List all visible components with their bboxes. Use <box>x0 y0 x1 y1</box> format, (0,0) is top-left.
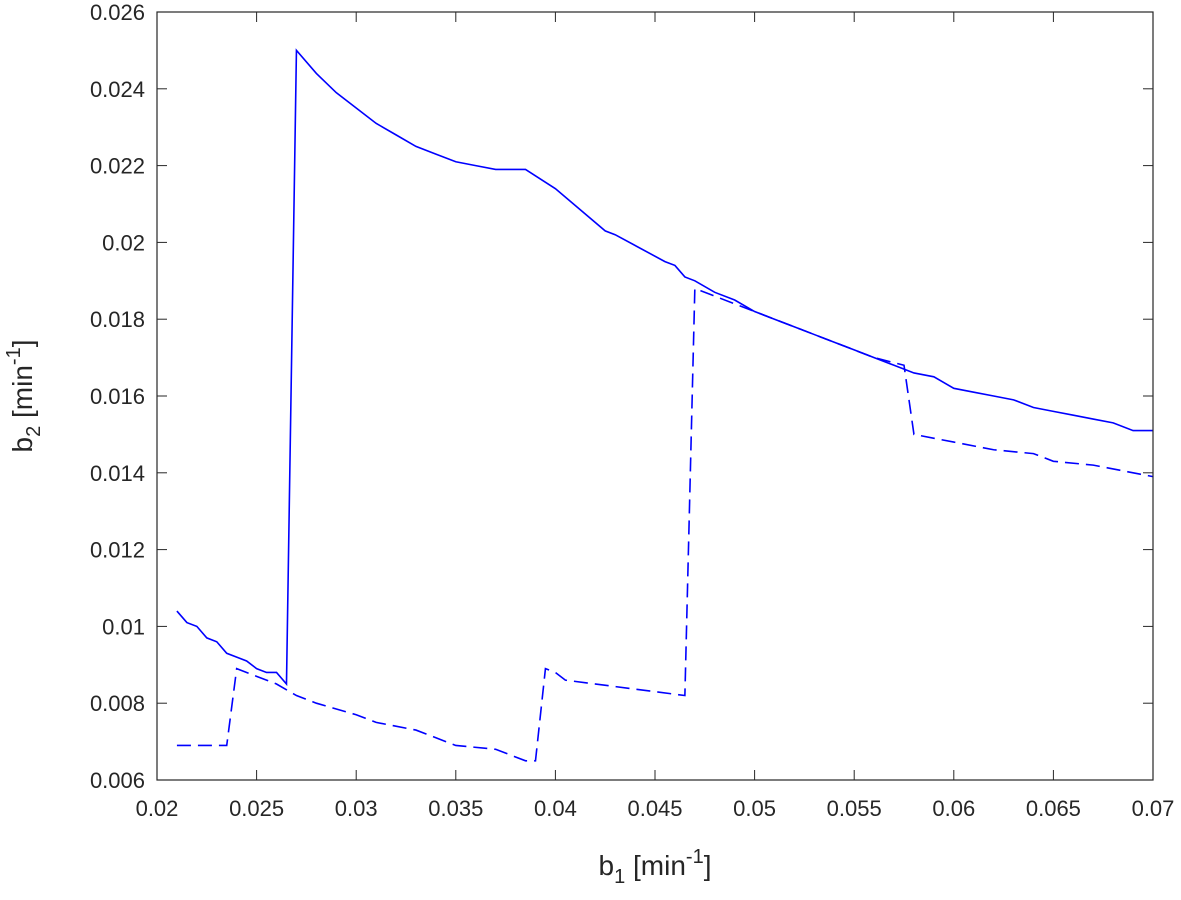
y-tick-label: 0.008 <box>90 691 145 716</box>
x-tick-label: 0.025 <box>229 796 284 821</box>
y-tick-label: 0.016 <box>90 384 145 409</box>
y-label-end: ] <box>7 340 38 348</box>
x-tick-label: 0.055 <box>827 796 882 821</box>
x-tick-label: 0.04 <box>534 796 577 821</box>
x-label-sub: 1 <box>614 866 625 888</box>
x-tick-label: 0.045 <box>627 796 682 821</box>
x-tick-label: 0.05 <box>733 796 776 821</box>
y-label-sup: -1 <box>3 347 25 365</box>
y-tick-label: 0.018 <box>90 307 145 332</box>
x-tick-label: 0.03 <box>335 796 378 821</box>
y-label-sub: 2 <box>23 426 45 437</box>
y-tick-label: 0.026 <box>90 0 145 25</box>
y-tick-label: 0.024 <box>90 77 145 102</box>
x-tick-label: 0.06 <box>932 796 975 821</box>
x-axis-label: b1 [min-1] <box>599 846 712 888</box>
y-tick-label: 0.012 <box>90 538 145 563</box>
y-tick-label: 0.022 <box>90 154 145 179</box>
y-axis-label: b2 [min-1] <box>3 340 45 453</box>
x-label-sup: -1 <box>686 846 704 868</box>
x-label-mid: [min <box>625 850 686 881</box>
data-line <box>176 48 1153 687</box>
y-label-mid: [min <box>7 365 38 426</box>
y-tick-label: 0.006 <box>90 768 145 793</box>
plot-frame <box>156 11 1154 781</box>
x-tick-label: 0.035 <box>428 796 483 821</box>
y-tick-label: 0.02 <box>102 230 145 255</box>
data-line <box>176 287 1154 762</box>
x-label-end: ] <box>704 850 712 881</box>
x-tick-label: 0.07 <box>1132 796 1175 821</box>
y-tick-label: 0.01 <box>102 614 145 639</box>
x-tick-label: 0.02 <box>136 796 179 821</box>
y-tick-label: 0.014 <box>90 461 145 486</box>
x-tick-label: 0.065 <box>1026 796 1081 821</box>
x-label-base: b <box>599 850 615 881</box>
y-label-base: b <box>7 437 38 453</box>
